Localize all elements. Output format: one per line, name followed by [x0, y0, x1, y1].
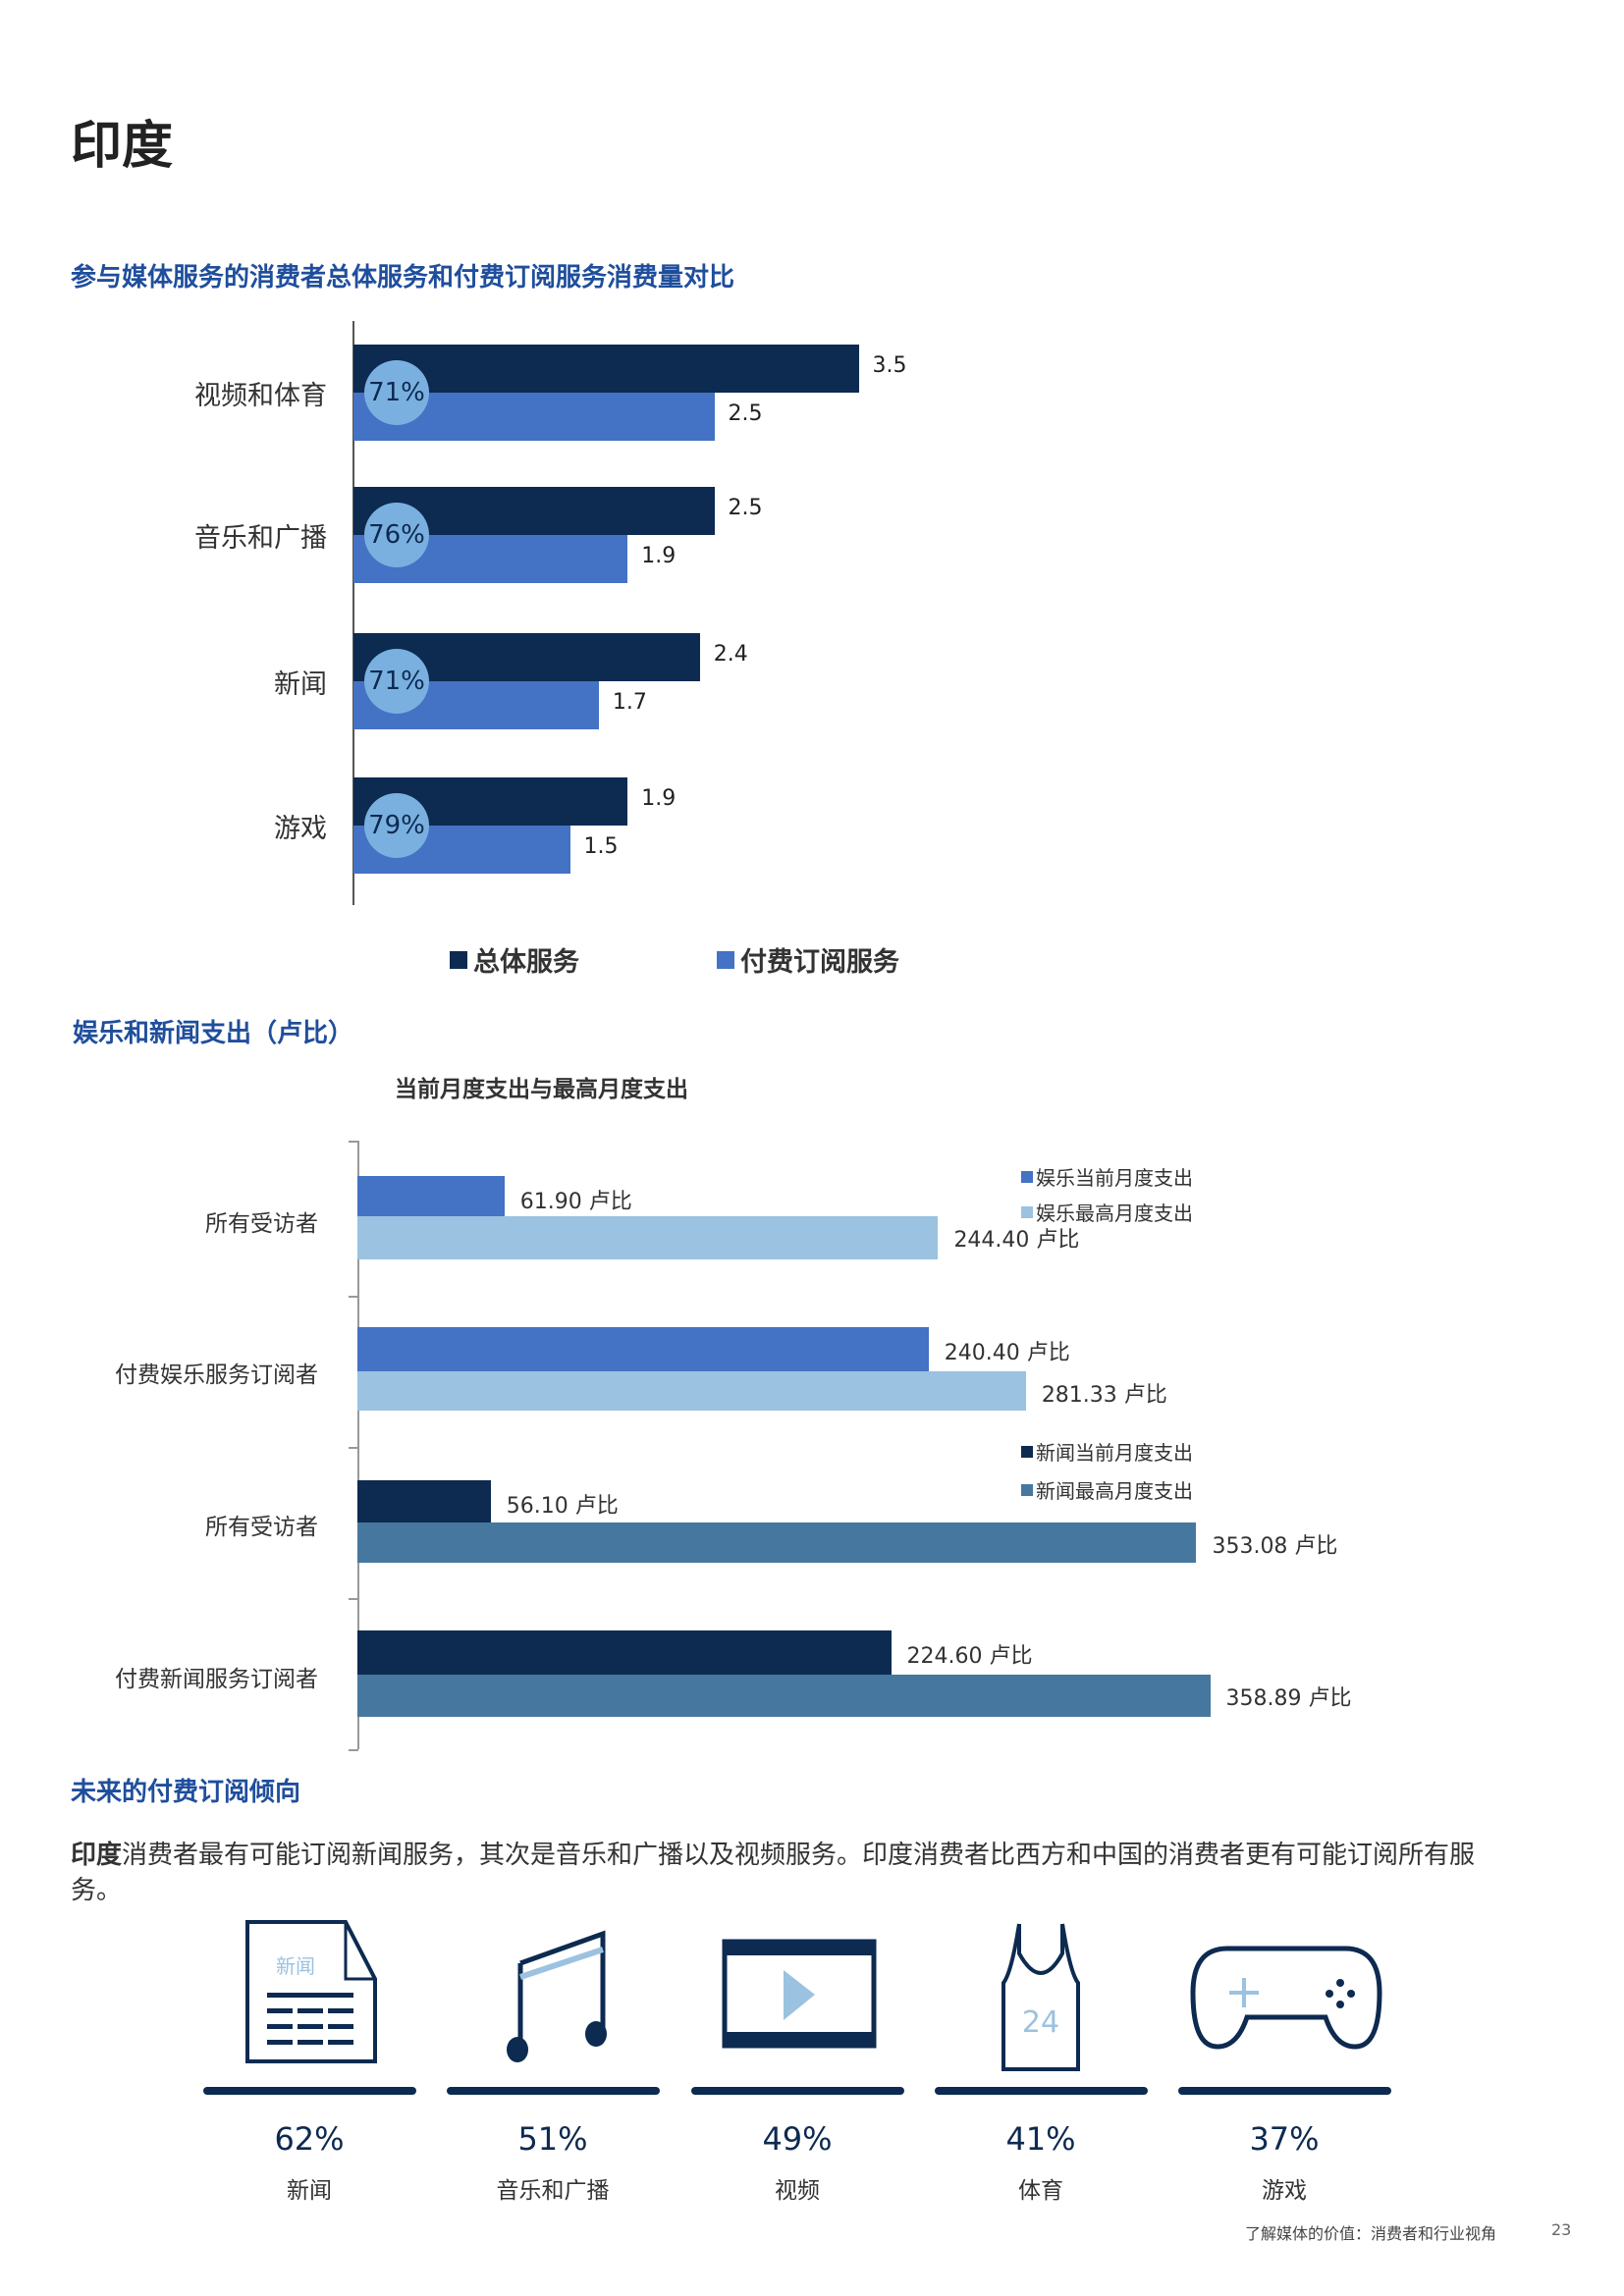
bar — [357, 1630, 892, 1675]
bar — [357, 1522, 1197, 1563]
value-label: 1.9 — [641, 544, 677, 568]
legend-label: 付费订阅服务 — [740, 947, 899, 978]
newspaper-icon: 新闻 — [245, 1920, 377, 2063]
value-label: 56.10 卢比 — [506, 1494, 619, 1519]
category-label: 音乐和广播 — [194, 523, 327, 554]
value-label: 3.5 — [872, 353, 907, 378]
service-label: 新闻 — [287, 2178, 332, 2204]
bar — [357, 1176, 505, 1216]
category-label: 付费新闻服务订阅者 — [115, 1667, 318, 1692]
legend-swatch — [717, 950, 734, 969]
legend-swatch — [1021, 1445, 1033, 1458]
bar-total — [353, 345, 859, 393]
axis-tick — [349, 1749, 358, 1751]
value-label: 61.90 卢比 — [519, 1190, 632, 1214]
chart1: 视频和体育 3.5 2.5 71% 音乐和广播 2.5 1.9 76% 新闻 2.4 1.7 71% 游… — [0, 0, 1624, 982]
value-label: 1.5 — [583, 834, 619, 859]
value-label: 1.7 — [612, 690, 647, 715]
icon-label: 新闻 — [276, 1954, 315, 1978]
axis-tick — [349, 1447, 358, 1449]
music-note-icon — [507, 1930, 607, 2062]
legend-swatch — [1021, 1205, 1033, 1218]
percent-badge: 79% — [364, 793, 429, 858]
axis-tick — [349, 1296, 358, 1298]
underline-bar — [935, 2087, 1148, 2095]
chart2-axis — [357, 1141, 359, 1749]
jersey-number: 24 — [1022, 2005, 1059, 2040]
bar — [357, 1327, 929, 1371]
service-label: 音乐和广播 — [496, 2178, 610, 2204]
chart2: 所有受访者 61.90 卢比 244.40 卢比付费娱乐服务订阅者 240.40 卢比… — [115, 1141, 1352, 1751]
value-label: 224.60 卢比 — [906, 1644, 1033, 1669]
paragraph-bold: 印度 — [71, 1841, 123, 1870]
value-label: 353.08 卢比 — [1212, 1534, 1338, 1559]
percent-badge: 76% — [364, 503, 429, 567]
gamepad-icon — [1190, 1946, 1382, 2050]
legend-item: 新闻当前月度支出 — [1021, 1437, 1193, 1466]
legend-swatch — [1021, 1170, 1033, 1183]
category-label: 视频和体育 — [194, 381, 327, 411]
underline-bar — [1178, 2087, 1391, 2095]
section3-title: 未来的付费订阅倾向 — [71, 1778, 301, 1807]
bar — [357, 1675, 1211, 1717]
percent-value: 37% — [1249, 2120, 1320, 2158]
section3-paragraph: 印度消费者最有可能订阅新闻服务，其次是音乐和广播以及视频服务。印度消费者比西方和… — [71, 1838, 1524, 1908]
chart1-title: 参与媒体服务的消费者总体服务和付费订阅服务消费量对比 — [71, 263, 735, 293]
value-label: 358.89 卢比 — [1225, 1686, 1352, 1711]
legend-label: 总体服务 — [473, 947, 579, 978]
legend-item: 新闻最高月度支出 — [1021, 1475, 1193, 1504]
axis-tick — [349, 1141, 358, 1143]
underline-bar — [691, 2087, 904, 2095]
value-label: 2.5 — [728, 401, 763, 426]
percent-value: 51% — [517, 2120, 588, 2158]
category-label: 新闻 — [274, 669, 327, 700]
percent-badge: 71% — [364, 360, 429, 425]
value-label: 244.40 卢比 — [953, 1228, 1080, 1253]
value-label: 1.9 — [641, 786, 677, 811]
chart2-title: 娱乐和新闻支出（卢比） — [73, 1019, 354, 1048]
service-label: 视频 — [775, 2178, 820, 2204]
value-label: 281.33 卢比 — [1041, 1383, 1167, 1408]
legend-label: 娱乐当前月度支出 — [1036, 1166, 1193, 1190]
axis-tick — [349, 1598, 358, 1600]
category-label: 所有受访者 — [205, 1210, 318, 1237]
percent-value: 62% — [274, 2120, 345, 2158]
legend-item: 付费订阅服务 — [717, 940, 899, 979]
value-label: 2.4 — [713, 642, 748, 667]
service-label: 游戏 — [1262, 2178, 1307, 2204]
icon-row: 新闻 24 — [245, 1920, 1382, 2071]
legend-label: 娱乐最高月度支出 — [1036, 1201, 1193, 1225]
footer-text: 了解媒体的价值：消费者和行业视角 — [1245, 2224, 1497, 2243]
chart2-subtitle: 当前月度支出与最高月度支出 — [395, 1077, 688, 1102]
legend-item: 娱乐最高月度支出 — [1021, 1198, 1193, 1226]
bar — [357, 1216, 939, 1259]
bar — [357, 1480, 491, 1522]
paragraph-text: 消费者最有可能订阅新闻服务，其次是音乐和广播以及视频服务。印度消费者比西方和中国… — [71, 1841, 1476, 1905]
percent-value: 49% — [762, 2120, 833, 2158]
service-label: 体育 — [1018, 2178, 1063, 2204]
category-label: 付费娱乐服务订阅者 — [115, 1362, 318, 1388]
percent-badge: 71% — [364, 649, 429, 714]
category-label: 所有受访者 — [205, 1515, 318, 1540]
value-label: 240.40 卢比 — [944, 1341, 1070, 1365]
legend-swatch — [1021, 1483, 1033, 1496]
underline-bar — [203, 2087, 416, 2095]
bar — [357, 1371, 1026, 1411]
legend-label: 新闻最高月度支出 — [1036, 1479, 1193, 1503]
value-label: 2.5 — [728, 496, 763, 520]
jersey-icon: 24 — [1001, 1923, 1080, 2071]
page-title: 印度 — [71, 117, 174, 176]
page-number: 23 — [1551, 2220, 1572, 2239]
chart1-axis — [352, 321, 354, 905]
underline-bar — [447, 2087, 660, 2095]
percent-value: 41% — [1005, 2120, 1076, 2158]
legend-label: 新闻当前月度支出 — [1036, 1441, 1193, 1465]
legend-item: 总体服务 — [450, 940, 579, 979]
category-label: 游戏 — [274, 814, 327, 844]
legend-item: 娱乐当前月度支出 — [1021, 1162, 1193, 1191]
legend-swatch — [450, 950, 467, 969]
video-film-icon — [722, 1939, 877, 2049]
